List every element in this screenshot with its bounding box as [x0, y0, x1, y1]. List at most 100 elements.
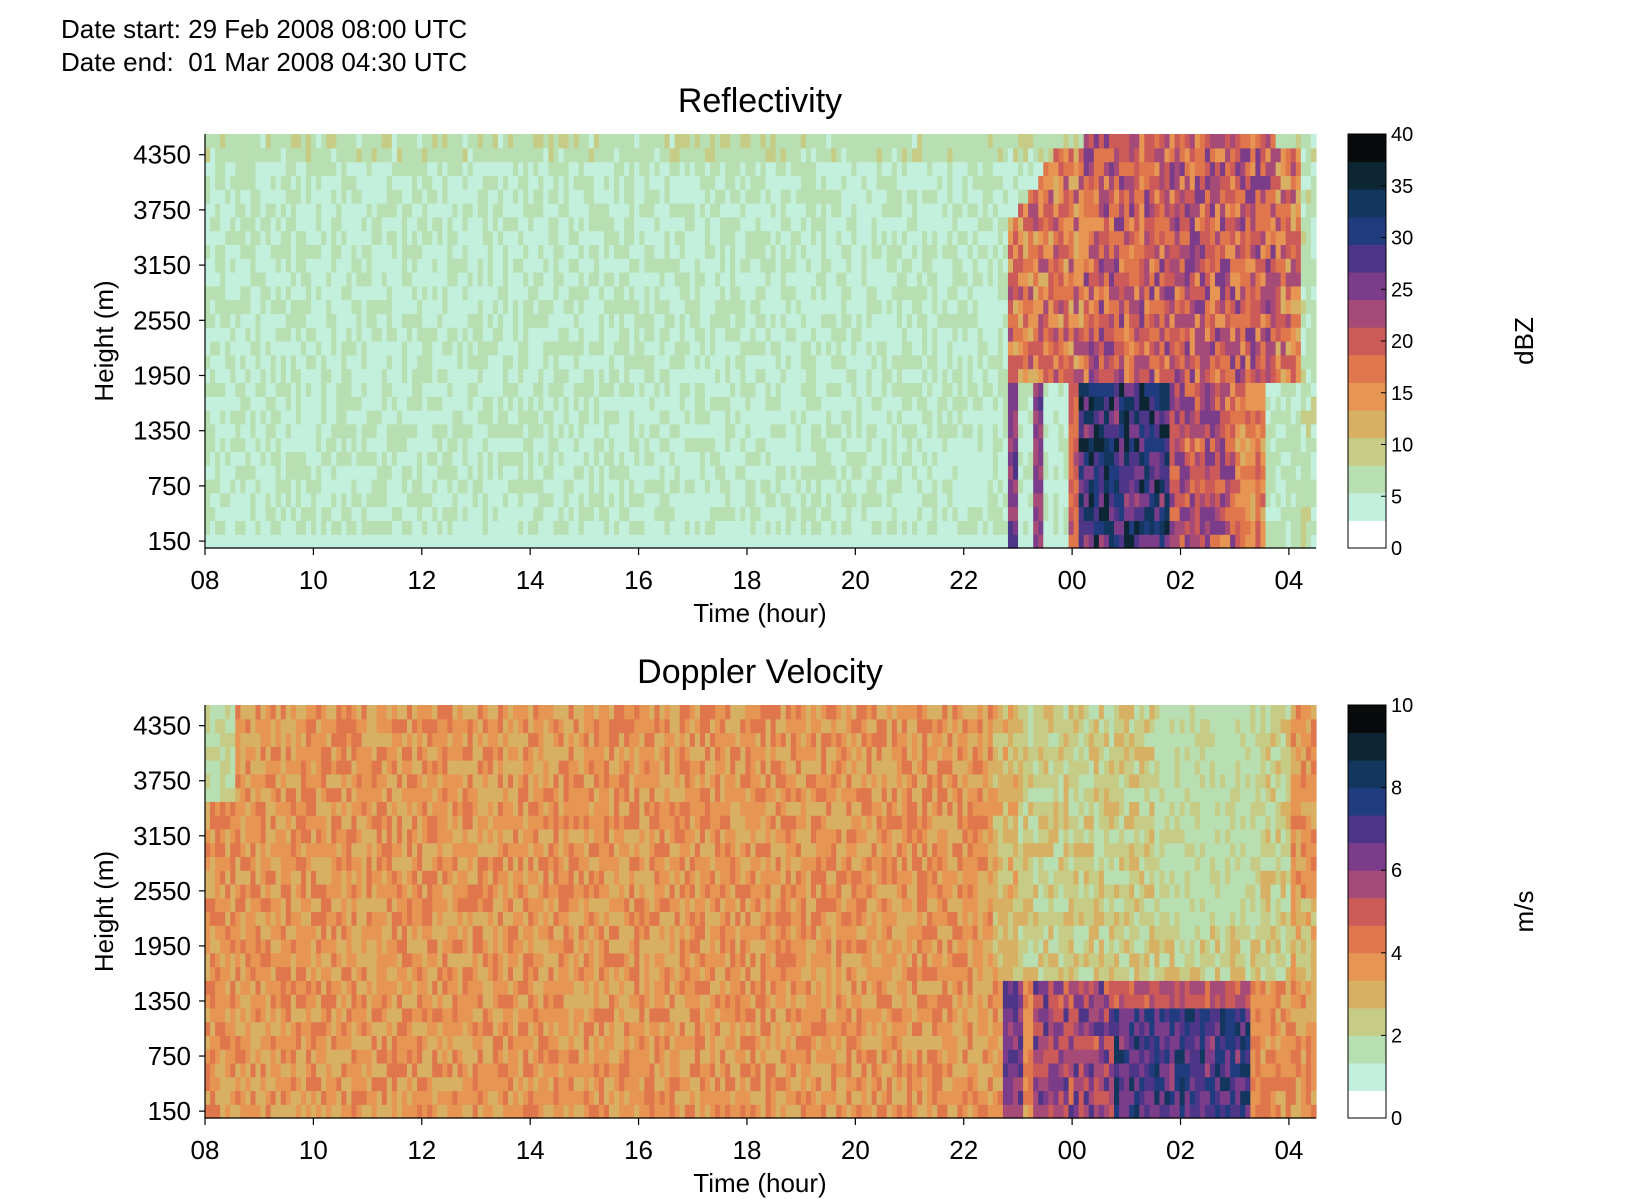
heatmap-cell: [740, 492, 746, 508]
heatmap-cell: [376, 313, 383, 328]
heatmap-cell: [558, 506, 565, 521]
heatmap-cell: [775, 285, 782, 301]
heatmap-cell: [563, 368, 570, 383]
heatmap-cell: [629, 299, 635, 314]
heatmap-cell: [290, 203, 297, 218]
heatmap-cell: [563, 313, 570, 328]
heatmap-cell: [513, 410, 519, 425]
heatmap-cell: [497, 520, 504, 535]
heatmap-cell: [886, 534, 893, 549]
heatmap-cell: [836, 465, 842, 480]
heatmap-cell: [664, 382, 671, 397]
heatmap-cell: [891, 423, 898, 439]
heatmap-cell: [826, 189, 832, 204]
heatmap-cell: [856, 465, 863, 480]
heatmap-cell: [502, 520, 509, 535]
heatmap-cell: [876, 534, 883, 549]
heatmap-cell: [942, 437, 948, 452]
heatmap-cell: [598, 423, 605, 439]
heatmap-cell: [361, 479, 368, 494]
heatmap-cell: [901, 189, 908, 204]
heatmap-cell: [669, 437, 676, 452]
heatmap-cell: [467, 341, 474, 356]
heatmap-cell: [432, 479, 438, 494]
heatmap-cell: [270, 272, 277, 287]
heatmap-cell: [462, 327, 469, 342]
heatmap-cell: [821, 410, 827, 425]
heatmap-cell: [447, 341, 454, 356]
heatmap-cell: [210, 479, 216, 494]
heatmap-cell: [699, 175, 706, 190]
heatmap-cell: [1002, 410, 1009, 425]
heatmap-cell: [624, 161, 630, 176]
heatmap-cell: [952, 244, 959, 259]
heatmap-cell: [886, 520, 893, 535]
heatmap-cell: [826, 258, 832, 273]
heatmap-cell: [745, 451, 751, 466]
heatmap-cell: [275, 175, 282, 190]
heatmap-cell: [876, 161, 883, 176]
heatmap-cell: [957, 410, 964, 425]
heatmap-cell: [502, 534, 509, 549]
heatmap-cell: [1013, 189, 1019, 204]
heatmap-cell: [1023, 534, 1029, 549]
heatmap-cell: [396, 134, 403, 149]
heatmap-cell: [497, 327, 504, 342]
heatmap-cell: [689, 479, 696, 494]
heatmap-cell: [901, 465, 908, 480]
heatmap-cell: [740, 244, 746, 259]
heatmap-cell: [316, 437, 322, 452]
heatmap-cell: [1018, 410, 1024, 425]
heatmap-cell: [422, 492, 428, 508]
heatmap-cell: [831, 327, 837, 342]
heatmap-cell: [513, 216, 519, 232]
heatmap-cell: [366, 368, 373, 383]
heatmap-cell: [513, 244, 519, 259]
heatmap-cell: [442, 354, 448, 370]
heatmap-cell: [800, 423, 807, 439]
heatmap-cell: [220, 396, 226, 411]
heatmap-cell: [477, 492, 484, 508]
heatmap-cell: [710, 520, 716, 535]
heatmap-cell: [260, 272, 267, 287]
heatmap-cell: [573, 479, 580, 494]
heatmap-cell: [775, 354, 782, 370]
heatmap-cell: [401, 479, 408, 494]
heatmap-cell: [952, 368, 959, 383]
heatmap-cell: [851, 465, 858, 480]
heatmap-cell: [538, 341, 544, 356]
heatmap-cell: [230, 437, 236, 452]
heatmap-cell: [346, 285, 353, 301]
heatmap-cell: [336, 410, 342, 425]
heatmap-cell: [588, 147, 595, 163]
heatmap-cell: [694, 382, 701, 397]
heatmap-cell: [760, 451, 767, 466]
heatmap-cell: [775, 368, 782, 383]
heatmap-cell: [750, 410, 757, 425]
heatmap-cell: [306, 327, 312, 342]
heatmap-cell: [1038, 189, 1044, 204]
heatmap-cell: [497, 451, 504, 466]
heatmap-cell: [422, 423, 428, 439]
heatmap-cell: [624, 147, 630, 163]
heatmap-cell: [568, 203, 575, 218]
heatmap-cell: [891, 479, 898, 494]
heatmap-cell: [543, 492, 549, 508]
heatmap-cell: [669, 147, 676, 163]
heatmap-cell: [270, 479, 277, 494]
heatmap-cell: [664, 230, 671, 245]
heatmap-cell: [336, 423, 342, 439]
heatmap-cell: [311, 134, 317, 149]
heatmap-cell: [437, 520, 443, 535]
heatmap-cell: [906, 175, 913, 190]
heatmap-cell: [649, 258, 656, 273]
heatmap-cell: [401, 410, 408, 425]
heatmap-cell: [912, 410, 918, 425]
heatmap-cell: [725, 147, 731, 163]
heatmap-cell: [972, 147, 979, 163]
heatmap-cell: [492, 341, 499, 356]
heatmap-cell: [497, 437, 504, 452]
heatmap-cell: [462, 354, 469, 370]
heatmap-cell: [306, 534, 312, 549]
heatmap-cell: [730, 327, 736, 342]
